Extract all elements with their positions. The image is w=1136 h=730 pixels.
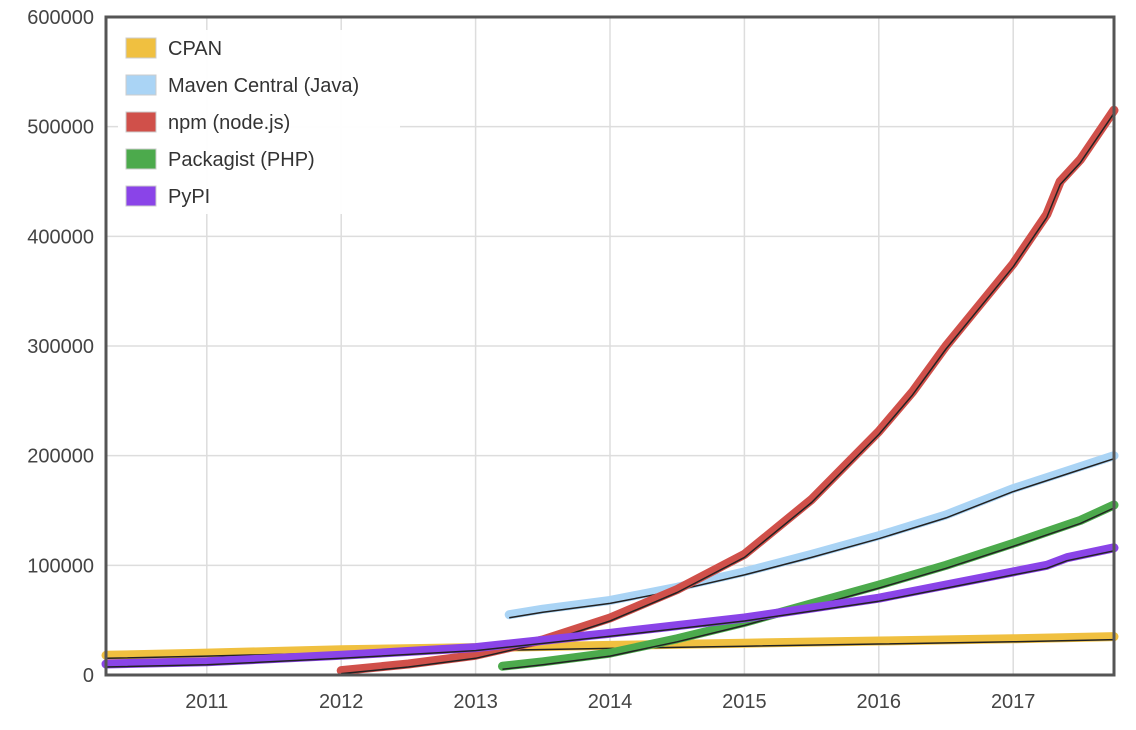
series-line-pypi xyxy=(101,543,1119,669)
series-trend-line-npm-node-js xyxy=(341,112,1115,675)
y-tick-label: 300000 xyxy=(27,336,94,358)
legend-swatch xyxy=(125,185,157,207)
legend-label: PyPI xyxy=(168,186,210,208)
y-tick-label: 400000 xyxy=(27,226,94,248)
legend: CPAN Maven Central (Java) npm (node.js) Pac… xyxy=(118,30,400,214)
legend-label: Maven Central (Java) xyxy=(168,75,359,97)
y-axis: 0 100000 200000 300000 400000 500000 600000 xyxy=(27,7,94,687)
plot-border xyxy=(104,15,1116,677)
x-tick-label: 2017 xyxy=(991,691,1036,713)
series-line-npm-node-js xyxy=(336,105,1119,676)
legend-swatch xyxy=(125,111,157,133)
series-trend-line-maven-central-java xyxy=(509,457,1115,619)
series-line-cpan xyxy=(101,632,1119,660)
x-axis: 2011 2012 2013 2014 2015 2016 2017 xyxy=(185,691,1035,713)
legend-background xyxy=(118,30,400,214)
y-tick-label: 500000 xyxy=(27,117,94,139)
legend-swatch xyxy=(125,148,157,170)
x-tick-label: 2015 xyxy=(722,691,767,713)
y-tick-label: 200000 xyxy=(27,446,94,468)
x-tick-label: 2012 xyxy=(319,691,364,713)
series-trend-line-cpan xyxy=(105,638,1115,660)
x-tick-label: 2013 xyxy=(453,691,498,713)
legend-swatch xyxy=(125,37,157,59)
legend-label: CPAN xyxy=(168,38,222,60)
legend-swatch xyxy=(125,74,157,96)
y-tick-label: 100000 xyxy=(27,555,94,577)
series-trend-line-pypi xyxy=(105,550,1115,668)
series-layer xyxy=(101,105,1119,676)
series-line-maven-central-java xyxy=(504,451,1119,620)
legend-label: Packagist (PHP) xyxy=(168,149,315,171)
x-tick-label: 2014 xyxy=(588,691,633,713)
x-tick-label: 2011 xyxy=(185,691,228,713)
x-tick-label: 2016 xyxy=(857,691,902,713)
y-tick-label: 0 xyxy=(83,665,94,687)
y-tick-label: 600000 xyxy=(27,7,94,29)
legend-label: npm (node.js) xyxy=(168,112,290,134)
